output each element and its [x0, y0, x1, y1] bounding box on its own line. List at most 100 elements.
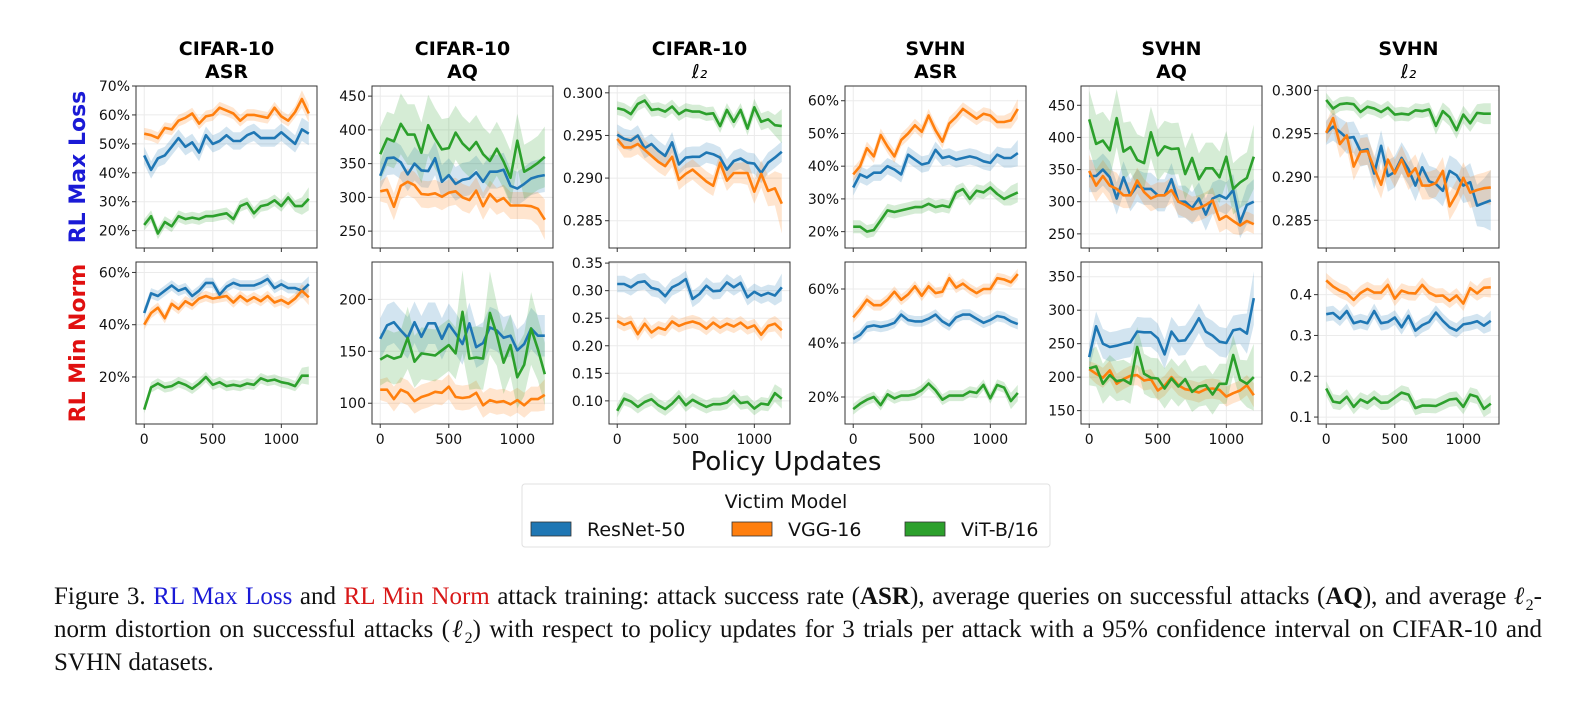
caption-rl-max-loss: RL Max Loss — [153, 583, 293, 610]
y-tick-label: 60% — [808, 282, 839, 298]
caption-text: -norm distortion on successful attacks ( — [54, 583, 1542, 643]
caption-text: ), and average — [1362, 583, 1514, 610]
ci-band-vit-b-16 — [853, 378, 1018, 415]
caption-subscript: 2 — [464, 630, 473, 647]
panel-frame — [371, 261, 554, 425]
y-tick-label: 450 — [1048, 98, 1075, 114]
y-tick-label: 400 — [1048, 130, 1075, 146]
y-tick-label: 0.295 — [563, 128, 603, 144]
ci-band-resnet-50 — [617, 124, 782, 184]
caption-asr: ASR — [859, 583, 910, 610]
y-tick-label: 0.300 — [563, 86, 603, 102]
panel-frame — [1317, 85, 1500, 249]
panel-frame — [371, 85, 554, 249]
y-tick-label: 20% — [99, 224, 130, 240]
y-tick-label: 50% — [808, 126, 839, 142]
series-line-vit-b-16 — [142, 374, 309, 410]
ci-band-resnet-50 — [1326, 303, 1491, 338]
y-tick-label: 40% — [808, 336, 839, 352]
y-tick-label: 150 — [339, 344, 366, 360]
y-tick-label: 40% — [808, 159, 839, 175]
series-line-resnet-50 — [1325, 125, 1492, 207]
x-tick-label: 0 — [376, 432, 385, 448]
y-tick-label: 0.2 — [1290, 369, 1312, 385]
series-line-vit-b-16 — [616, 391, 783, 412]
figure-caption: Figure 3. RL Max Loss and RL Min Norm at… — [54, 580, 1542, 679]
y-tick-label: 40% — [99, 166, 130, 182]
ci-band-vit-b-16 — [1089, 89, 1254, 215]
y-tick-label: 250 — [1048, 227, 1075, 243]
panel-title-dataset: SVHN — [1141, 38, 1201, 60]
panel-frame — [844, 85, 1027, 249]
x-tick-label: 0 — [849, 432, 858, 448]
series-line-vit-b-16 — [1325, 99, 1491, 132]
series-line-vit-b-16 — [379, 310, 547, 379]
y-tick-label: 0.3 — [1290, 328, 1312, 344]
series-line-resnet-50 — [1087, 297, 1256, 358]
y-tick-label: 200 — [339, 292, 366, 308]
series-line-resnet-50 — [852, 313, 1019, 341]
x-tick-label: 0 — [140, 432, 149, 448]
y-tick-label: 0.4 — [1290, 288, 1312, 304]
x-tick-label: 0 — [613, 432, 622, 448]
panel-title-dataset: CIFAR-10 — [179, 38, 274, 60]
series-line-vgg-16 — [1088, 170, 1255, 227]
caption-text: and — [292, 583, 344, 610]
y-tick-label: 0.300 — [1272, 83, 1312, 99]
series-line-vit-b-16 — [143, 196, 310, 235]
y-tick-label: 250 — [339, 224, 366, 240]
y-tick-label: 350 — [1048, 270, 1075, 286]
ci-band-vgg-16 — [380, 168, 545, 240]
figure: 20%30%40%50%60%70%CIFAR-10ASR25030035040… — [66, 38, 1500, 548]
legend-label: ViT-B/16 — [961, 519, 1039, 541]
series-line-vit-b-16 — [1087, 116, 1256, 191]
x-tick-label: 1000 — [264, 432, 300, 448]
series-line-vgg-16 — [852, 273, 1019, 319]
ci-band-vgg-16 — [1326, 105, 1491, 221]
y-tick-label: 200 — [1048, 370, 1075, 386]
ci-band-vit-b-16 — [380, 270, 545, 409]
y-tick-label: 400 — [339, 123, 366, 139]
series-line-vgg-16 — [616, 319, 783, 337]
ci-band-vgg-16 — [617, 130, 782, 234]
series-line-vgg-16 — [379, 180, 546, 221]
series-line-vgg-16 — [1088, 368, 1255, 398]
series-line-vit-b-16 — [853, 186, 1019, 233]
panel-frame — [608, 85, 791, 249]
panel-title-metric: AQ — [447, 61, 478, 83]
caption-text: ) with respect to policy updates for 3 t… — [54, 616, 1542, 676]
y-tick-label: 350 — [1048, 163, 1075, 179]
y-tick-label: 350 — [339, 157, 366, 173]
panel-title-dataset: CIFAR-10 — [652, 38, 747, 60]
panel-frame — [135, 85, 318, 249]
x-tick-label: 1000 — [737, 432, 773, 448]
y-tick-label: 100 — [339, 396, 366, 412]
x-tick-label: 1000 — [500, 432, 536, 448]
ci-band-vit-b-16 — [1326, 381, 1491, 418]
y-tick-label: 0.10 — [572, 394, 603, 410]
ci-band-resnet-50 — [144, 273, 309, 319]
x-tick-label: 500 — [672, 432, 699, 448]
ci-band-vgg-16 — [853, 268, 1018, 323]
legend-swatch-resnet-50 — [530, 521, 572, 537]
legend-title: Victim Model — [725, 491, 848, 513]
x-tick-label: 1000 — [973, 432, 1009, 448]
caption-text: ), average queries on successful attacks… — [909, 583, 1326, 610]
series-line-resnet-50 — [617, 277, 783, 301]
y-tick-label: 70% — [99, 79, 130, 95]
y-tick-label: 0.290 — [1272, 170, 1312, 186]
ci-band-vgg-16 — [617, 314, 782, 342]
panel-title-metric: ASR — [205, 61, 248, 83]
y-tick-label: 150 — [1048, 404, 1075, 420]
series-line-vgg-16 — [143, 97, 310, 140]
ci-band-vit-b-16 — [380, 93, 545, 205]
ci-band-resnet-50 — [144, 117, 309, 179]
x-axis-label: Policy Updates — [691, 447, 882, 477]
x-tick-label: 1000 — [1446, 432, 1482, 448]
x-tick-label: 0 — [1085, 432, 1094, 448]
row-label-rl-min-norm: RL Min Norm — [66, 264, 91, 423]
ci-band-resnet-50 — [380, 140, 545, 206]
series-line-resnet-50 — [142, 277, 310, 314]
y-tick-label: 0.1 — [1290, 410, 1312, 426]
x-tick-label: 500 — [1144, 432, 1171, 448]
